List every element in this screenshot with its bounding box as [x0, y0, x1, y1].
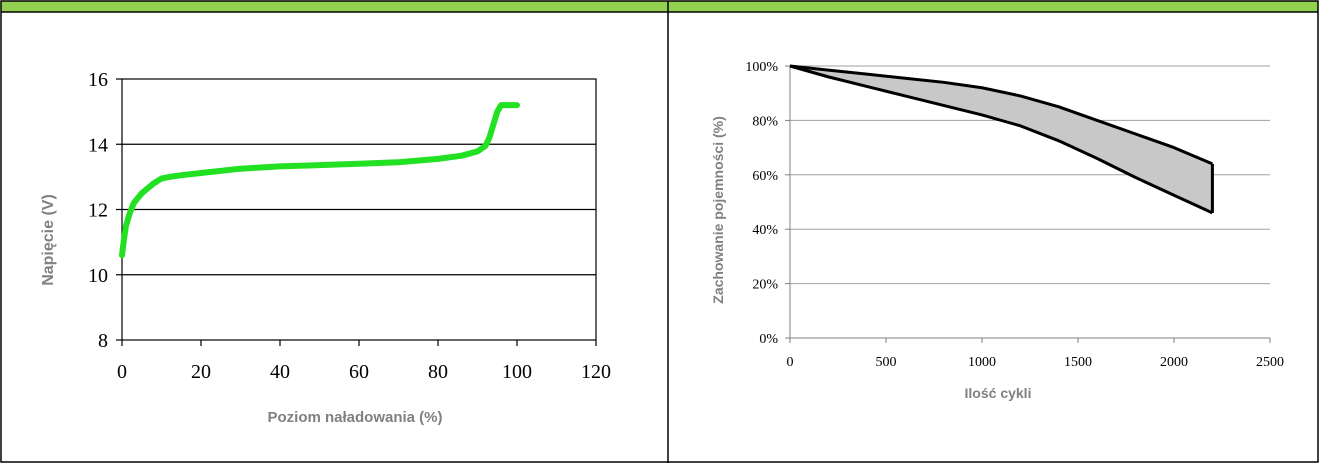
voltage-y-tick-label: 10: [88, 265, 108, 287]
capacity-y-tick-label: 80%: [752, 114, 778, 129]
capacity-chart-xlabel: Ilość cykli: [965, 385, 1032, 401]
capacity-band-area: [790, 66, 1213, 213]
voltage-x-tick-label: 100: [502, 361, 532, 383]
capacity-x-tick-label: 1500: [1064, 355, 1092, 370]
voltage-x-tick-label: 0: [117, 361, 127, 383]
voltage-chart-ylabel: Napięcie (V): [40, 194, 57, 286]
capacity-y-tick-label: 100%: [745, 60, 778, 75]
capacity-y-tick-label: 60%: [752, 169, 778, 184]
capacity-lower-line: [789, 64, 1214, 215]
capacity-upper-line: [789, 64, 1213, 166]
voltage-x-tick-label: 60: [349, 361, 369, 383]
capacity-x-tick-label: 0: [787, 355, 794, 370]
voltage-y-tick-label: 14: [88, 134, 108, 156]
voltage-y-tick-label: 12: [88, 200, 108, 222]
voltage-y-tick-label: 16: [88, 69, 108, 91]
capacity-chart: 0% 20% 40% 60% 80% 100% 0 500 1000 1500 2000 2500: [745, 60, 1284, 370]
header-bar: [1, 1, 1318, 12]
voltage-x-tick-label: 80: [428, 361, 448, 383]
capacity-x-tick-label: 2500: [1256, 355, 1284, 370]
voltage-x-tick-label: 120: [581, 361, 611, 383]
capacity-y-tick-label: 20%: [752, 278, 778, 293]
capacity-chart-ylabel: Zachowanie pojemności (%): [710, 116, 726, 303]
voltage-y-tick-label: 8: [98, 330, 108, 352]
voltage-chart-xlabel: Poziom naładowania (%): [267, 409, 442, 426]
voltage-curve-line: [119, 102, 520, 259]
voltage-x-tick-label: 20: [191, 361, 211, 383]
capacity-y-tick-label: 40%: [752, 223, 778, 238]
capacity-x-tick-label: 2000: [1160, 355, 1188, 370]
capacity-x-tick-label: 500: [876, 355, 897, 370]
capacity-x-tick-label: 1000: [968, 355, 996, 370]
voltage-chart: 8 10 12 14 16 0 20 40 60 80 100 120: [88, 69, 611, 383]
voltage-x-tick-label: 40: [270, 361, 290, 383]
capacity-y-tick-label: 0%: [759, 332, 778, 347]
